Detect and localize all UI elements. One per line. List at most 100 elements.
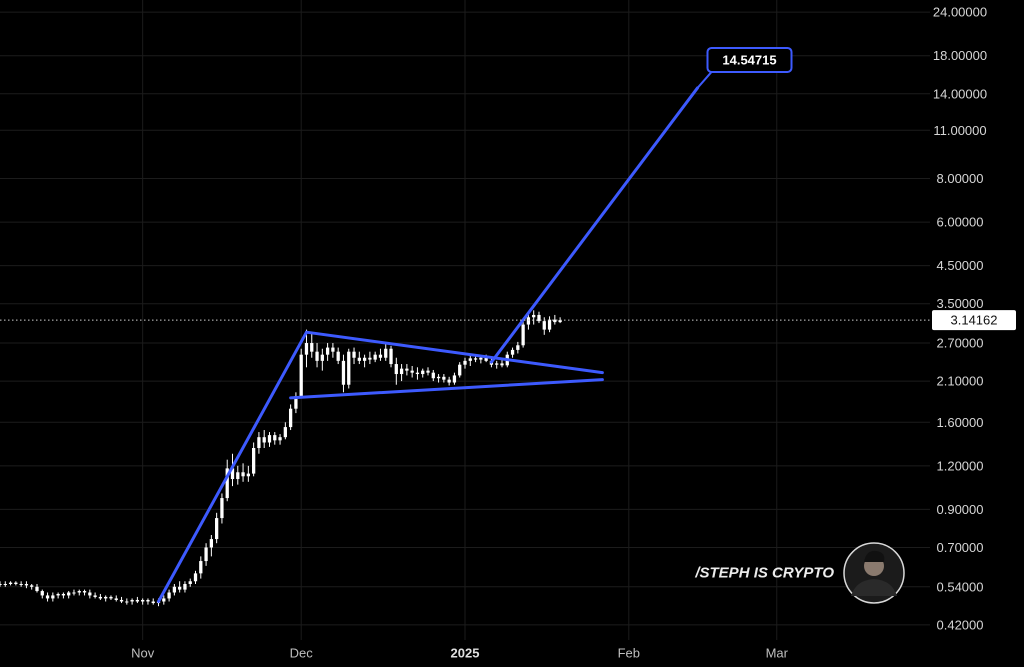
x-tick-label: Nov bbox=[131, 646, 155, 661]
candle bbox=[19, 581, 23, 587]
candle bbox=[273, 432, 277, 445]
candle bbox=[178, 581, 182, 593]
candle bbox=[130, 598, 134, 605]
candle bbox=[468, 355, 472, 366]
candle bbox=[125, 598, 129, 605]
x-tick-label: Feb bbox=[618, 646, 640, 661]
y-tick-label: 0.54000 bbox=[937, 579, 984, 594]
candle bbox=[283, 422, 287, 440]
current-price-badge: 3.14162 bbox=[932, 310, 1016, 331]
candle bbox=[30, 584, 34, 590]
candle bbox=[56, 592, 60, 599]
y-tick-label: 1.20000 bbox=[937, 458, 984, 473]
candle bbox=[220, 493, 224, 524]
candle bbox=[357, 351, 361, 365]
candle bbox=[463, 357, 467, 369]
candle bbox=[246, 465, 250, 482]
candle bbox=[389, 345, 393, 368]
candle bbox=[299, 348, 303, 398]
candle bbox=[61, 592, 66, 599]
candle bbox=[304, 329, 309, 368]
candle bbox=[315, 343, 319, 368]
candle bbox=[431, 369, 435, 382]
y-tick-label: 0.70000 bbox=[937, 540, 984, 555]
candle bbox=[320, 348, 324, 371]
candle bbox=[394, 357, 398, 385]
candle bbox=[88, 589, 92, 599]
candle bbox=[251, 442, 256, 477]
candle bbox=[347, 348, 351, 389]
candle bbox=[35, 584, 39, 593]
candle bbox=[0, 581, 2, 587]
candle bbox=[188, 578, 192, 587]
candle bbox=[447, 376, 451, 386]
candle bbox=[225, 459, 229, 502]
candle bbox=[209, 535, 214, 557]
candle bbox=[510, 347, 515, 358]
y-tick-label: 2.10000 bbox=[937, 374, 984, 389]
candle bbox=[436, 374, 441, 383]
avatar bbox=[843, 542, 905, 604]
y-tick-label: 8.00000 bbox=[937, 171, 984, 186]
x-tick-label: Mar bbox=[766, 646, 789, 661]
candle bbox=[415, 367, 420, 380]
candle bbox=[51, 592, 55, 602]
candle bbox=[521, 322, 525, 348]
candle bbox=[426, 367, 430, 376]
candle bbox=[119, 596, 124, 604]
trendline-triangle-top bbox=[304, 330, 604, 375]
watermark-text: /STEPH IS CRYPTO bbox=[694, 565, 834, 582]
candle bbox=[199, 556, 203, 579]
candle bbox=[362, 354, 367, 368]
candle bbox=[331, 343, 335, 358]
x-tick-label: Dec bbox=[290, 646, 314, 661]
y-tick-label: 24.00000 bbox=[933, 5, 987, 20]
candle bbox=[135, 596, 140, 604]
candle bbox=[384, 343, 388, 361]
candle bbox=[104, 595, 108, 602]
candle bbox=[82, 589, 87, 596]
candle bbox=[537, 311, 541, 324]
candle bbox=[40, 589, 44, 599]
candle bbox=[262, 430, 266, 449]
candle bbox=[167, 589, 171, 602]
y-tick-label: 11.00000 bbox=[933, 123, 986, 138]
trendline-projection bbox=[489, 86, 699, 364]
candle bbox=[310, 332, 314, 358]
candle bbox=[452, 372, 457, 385]
candle bbox=[547, 316, 552, 333]
candle bbox=[294, 392, 298, 414]
candle bbox=[532, 310, 536, 325]
candle bbox=[373, 351, 377, 363]
target-price-label: 14.54715 bbox=[722, 52, 776, 67]
y-tick-label: 0.42000 bbox=[937, 617, 984, 632]
candle bbox=[3, 581, 7, 587]
candle bbox=[93, 592, 97, 599]
y-axis: 24.00000 18.00000 14.00000 11.00000 8.00000 6… bbox=[933, 5, 987, 633]
y-tick-label: 0.90000 bbox=[937, 502, 984, 517]
candle bbox=[72, 589, 76, 596]
y-tick-label: 14.00000 bbox=[933, 86, 987, 101]
candle bbox=[399, 364, 404, 382]
candle bbox=[8, 581, 13, 586]
candle bbox=[526, 312, 531, 330]
x-tick-label: 2025 bbox=[451, 646, 480, 661]
candle bbox=[98, 593, 103, 600]
candle bbox=[405, 364, 409, 376]
candle bbox=[341, 354, 346, 393]
candle bbox=[267, 432, 272, 447]
candle bbox=[14, 581, 18, 586]
candle bbox=[215, 512, 219, 544]
candle bbox=[146, 598, 150, 605]
candle bbox=[278, 434, 282, 445]
candle bbox=[193, 570, 198, 584]
candle bbox=[183, 581, 187, 593]
candle bbox=[141, 598, 145, 605]
candle bbox=[241, 463, 245, 482]
candle bbox=[236, 465, 240, 485]
y-tick-label: 1.60000 bbox=[937, 415, 984, 430]
y-tick-label: 2.70000 bbox=[937, 336, 984, 351]
candle bbox=[162, 595, 166, 605]
watermark: /STEPH IS CRYPTO bbox=[694, 542, 905, 604]
y-tick-label: 3.50000 bbox=[937, 296, 984, 311]
